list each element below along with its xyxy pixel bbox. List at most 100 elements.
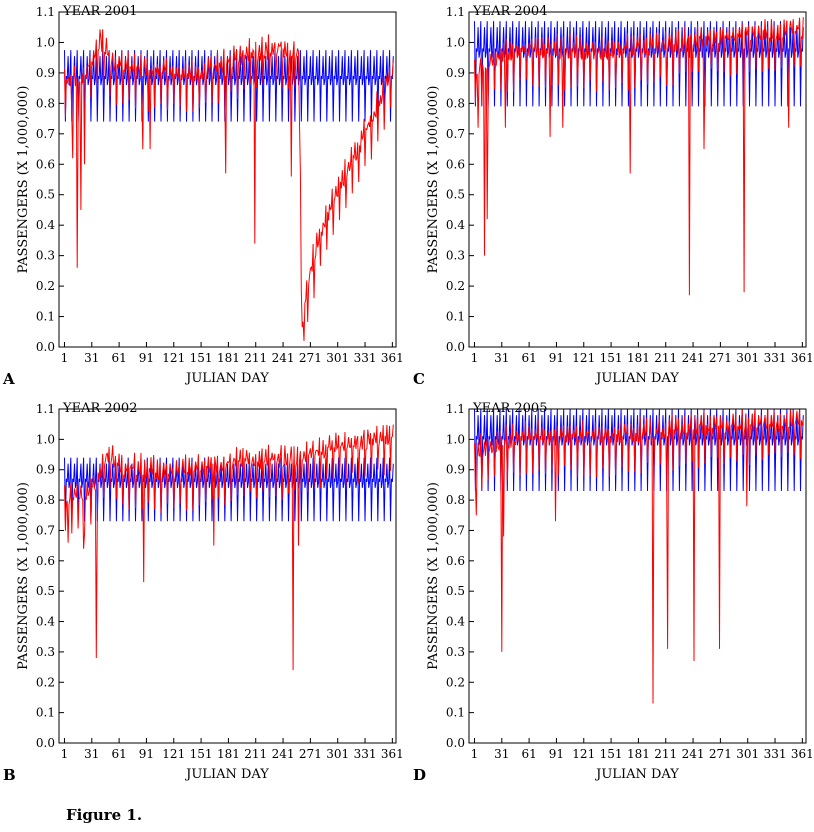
y-tick-label: 0.3 bbox=[446, 645, 465, 659]
axes-frame bbox=[58, 408, 397, 744]
x-tick-label: 151 bbox=[600, 351, 623, 365]
x-tick-label: 181 bbox=[217, 351, 240, 365]
x-tick-label: 211 bbox=[654, 747, 677, 761]
y-tick-label: 0.1 bbox=[446, 310, 465, 324]
y-tick-label: 0.1 bbox=[36, 706, 55, 720]
panel-letter: B bbox=[3, 766, 16, 784]
y-tick-label: 0.7 bbox=[36, 523, 55, 537]
y-tick-label: 0.4 bbox=[36, 615, 55, 629]
x-tick-label: 121 bbox=[162, 351, 185, 365]
y-tick-label: 0.9 bbox=[446, 66, 465, 80]
axes-frame bbox=[468, 408, 807, 744]
y-tick-label: 0.6 bbox=[446, 554, 465, 568]
x-tick-label: 301 bbox=[326, 351, 349, 365]
x-tick-label: 361 bbox=[791, 351, 814, 365]
y-tick-label: 0.5 bbox=[36, 584, 55, 598]
y-tick-label: 1.0 bbox=[446, 35, 465, 49]
x-tick-label: 31 bbox=[494, 351, 509, 365]
x-tick-label: 61 bbox=[111, 747, 126, 761]
x-tick-label: 331 bbox=[354, 747, 377, 761]
x-tick-label: 181 bbox=[217, 747, 240, 761]
x-tick-label: 151 bbox=[190, 747, 213, 761]
chart-panel-a: 0.0 0.1 0.2 0.3 0.4 0.5 0.6 0.7 0.8 0.9 1.0 1.1 1 31 6… bbox=[2, 4, 404, 388]
x-tick-label: 301 bbox=[736, 351, 759, 365]
panel-title: YEAR 2002 bbox=[62, 401, 137, 416]
axes-frame bbox=[58, 11, 397, 348]
x-tick-label: 91 bbox=[139, 747, 154, 761]
y-tick-label: 0.0 bbox=[446, 340, 465, 354]
y-tick-label: 0.3 bbox=[36, 645, 55, 659]
y-tick-label: 0.6 bbox=[36, 157, 55, 171]
y-tick-label: 0.4 bbox=[446, 218, 465, 232]
y-tick-label: 0.8 bbox=[36, 493, 55, 507]
x-tick-label: 271 bbox=[709, 351, 732, 365]
y-tick-label: 0.3 bbox=[36, 249, 55, 263]
y-axis-label: PASSENGERS (X 1,000,000) bbox=[426, 86, 441, 274]
x-tick-label: 361 bbox=[791, 747, 814, 761]
y-tick-label: 0.2 bbox=[446, 675, 465, 689]
axes-frame bbox=[468, 11, 807, 348]
x-tick-label: 271 bbox=[299, 747, 322, 761]
y-tick-label: 1.0 bbox=[36, 35, 55, 49]
y-tick-label: 0.6 bbox=[36, 554, 55, 568]
x-tick-label: 241 bbox=[682, 747, 705, 761]
x-axis-label: JULIAN DAY bbox=[594, 767, 679, 782]
modeled-series-line bbox=[64, 457, 394, 522]
y-tick-label: 1.1 bbox=[446, 5, 465, 19]
y-tick-label: 1.1 bbox=[36, 5, 55, 19]
x-tick-label: 211 bbox=[244, 747, 267, 761]
y-tick-label: 0.0 bbox=[446, 736, 465, 750]
x-tick-label: 31 bbox=[84, 747, 99, 761]
panel-letter: D bbox=[413, 766, 426, 784]
y-tick-label: 1.1 bbox=[446, 402, 465, 416]
x-tick-label: 151 bbox=[600, 747, 623, 761]
y-tick-label: 1.0 bbox=[446, 432, 465, 446]
x-tick-label: 331 bbox=[764, 747, 787, 761]
x-tick-label: 1 bbox=[61, 351, 69, 365]
observed-series-line bbox=[64, 29, 394, 341]
y-axis-label: PASSENGERS (X 1,000,000) bbox=[426, 482, 441, 670]
y-tick-label: 0.4 bbox=[36, 218, 55, 232]
x-tick-label: 241 bbox=[272, 351, 295, 365]
x-tick-label: 211 bbox=[654, 351, 677, 365]
y-tick-label: 0.9 bbox=[36, 463, 55, 477]
y-tick-label: 0.8 bbox=[446, 493, 465, 507]
x-tick-label: 361 bbox=[381, 747, 404, 761]
y-tick-label: 0.5 bbox=[446, 584, 465, 598]
x-tick-label: 91 bbox=[549, 747, 564, 761]
y-tick-label: 0.5 bbox=[446, 188, 465, 202]
observed-series-line bbox=[474, 17, 804, 296]
x-tick-label: 361 bbox=[381, 351, 404, 365]
x-tick-label: 121 bbox=[572, 747, 595, 761]
x-tick-label: 331 bbox=[354, 351, 377, 365]
x-tick-label: 151 bbox=[190, 351, 213, 365]
chart-panel-c: 0.0 0.1 0.2 0.3 0.4 0.5 0.6 0.7 0.8 0.9 1.0 1.1 1 31 6… bbox=[413, 4, 814, 388]
x-axis-label: JULIAN DAY bbox=[184, 767, 269, 782]
x-tick-label: 241 bbox=[272, 747, 295, 761]
y-tick-label: 0.9 bbox=[36, 66, 55, 80]
y-axis-label: PASSENGERS (X 1,000,000) bbox=[16, 482, 31, 670]
x-tick-label: 271 bbox=[299, 351, 322, 365]
x-tick-label: 1 bbox=[471, 351, 479, 365]
x-tick-label: 61 bbox=[111, 351, 126, 365]
x-tick-label: 1 bbox=[471, 747, 479, 761]
y-tick-label: 1.1 bbox=[36, 402, 55, 416]
y-tick-label: 0.2 bbox=[36, 279, 55, 293]
y-tick-label: 0.1 bbox=[446, 706, 465, 720]
x-tick-label: 121 bbox=[572, 351, 595, 365]
y-tick-label: 0.7 bbox=[446, 127, 465, 141]
x-tick-label: 1 bbox=[61, 747, 69, 761]
y-tick-label: 0.0 bbox=[36, 340, 55, 354]
x-tick-label: 331 bbox=[764, 351, 787, 365]
y-tick-label: 0.8 bbox=[446, 96, 465, 110]
x-tick-label: 211 bbox=[244, 351, 267, 365]
x-tick-label: 301 bbox=[326, 747, 349, 761]
x-tick-label: 271 bbox=[709, 747, 732, 761]
x-tick-label: 301 bbox=[736, 747, 759, 761]
y-tick-label: 0.1 bbox=[36, 310, 55, 324]
plot-area bbox=[474, 17, 804, 296]
plot-area bbox=[64, 424, 394, 671]
y-tick-label: 0.2 bbox=[36, 675, 55, 689]
x-axis-label: JULIAN DAY bbox=[594, 371, 679, 386]
panel-letter: C bbox=[413, 370, 425, 388]
